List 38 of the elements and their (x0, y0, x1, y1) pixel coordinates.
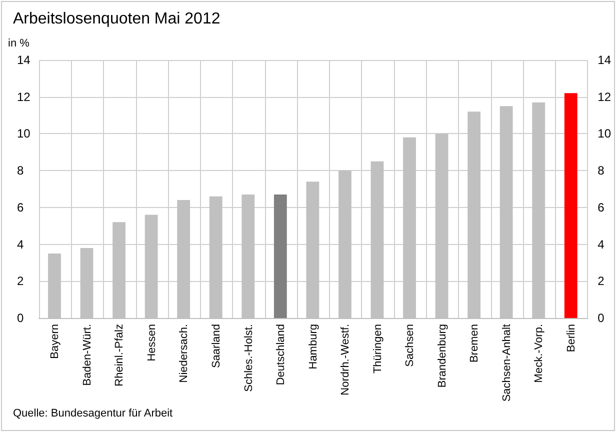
y-tick-label: 14 (17, 53, 31, 67)
y-tick-label: 0 (17, 311, 24, 325)
y-tick-label: 12 (17, 90, 31, 104)
x-tick-label: Meck.-Vorp. (533, 324, 546, 383)
y2-tick-label: 12 (598, 90, 612, 104)
x-tick-label: Nordrh.-Westf. (340, 324, 352, 396)
source-note: Quelle: Bundesagentur für Arbeit (13, 408, 173, 420)
y-tick-label: 4 (17, 237, 24, 252)
x-tick-label: Sachsen-Anhalt (500, 324, 513, 402)
y-tick-label: 8 (17, 164, 24, 178)
y2-tick-label: 10 (598, 126, 612, 141)
x-tick-label: Niedersach. (178, 324, 190, 383)
y-tick-label: 10 (17, 126, 31, 141)
x-tick-label: Baden-Würt. (81, 324, 94, 386)
chart-title: Arbeitslosenquoten Mai 2012 (13, 10, 220, 28)
x-tick-label: Saarland (210, 324, 223, 368)
y-tick-label: 6 (17, 200, 24, 214)
y2-tick-label: 0 (598, 311, 605, 325)
y2-tick-label: 14 (598, 53, 612, 67)
x-tick-label: Sachsen (404, 324, 416, 367)
y2-tick-label: 6 (598, 200, 605, 214)
y-axis-title: in % (8, 38, 30, 50)
bar (564, 93, 578, 318)
x-tick-label: Schles.-Holst. (242, 324, 255, 392)
x-tick-label: Hamburg (307, 324, 320, 370)
x-tick-label: Rheinl.-Pfalz (114, 324, 126, 386)
x-tick-label: Brandenburg (436, 324, 448, 388)
x-tick-label: Bremen (468, 324, 481, 363)
x-tick-label: Berlin (566, 324, 578, 352)
y2-tick-label: 4 (598, 237, 605, 252)
bar (274, 194, 287, 318)
y-tick-label: 2 (17, 274, 24, 288)
x-tick-label: Hessen (146, 324, 158, 362)
x-tick-label: Thüringen (372, 324, 384, 374)
y2-tick-label: 8 (598, 164, 605, 178)
y2-tick-label: 2 (598, 274, 605, 288)
x-tick-label: Deutschland (275, 324, 288, 386)
x-tick-label: Bayern (49, 324, 62, 359)
